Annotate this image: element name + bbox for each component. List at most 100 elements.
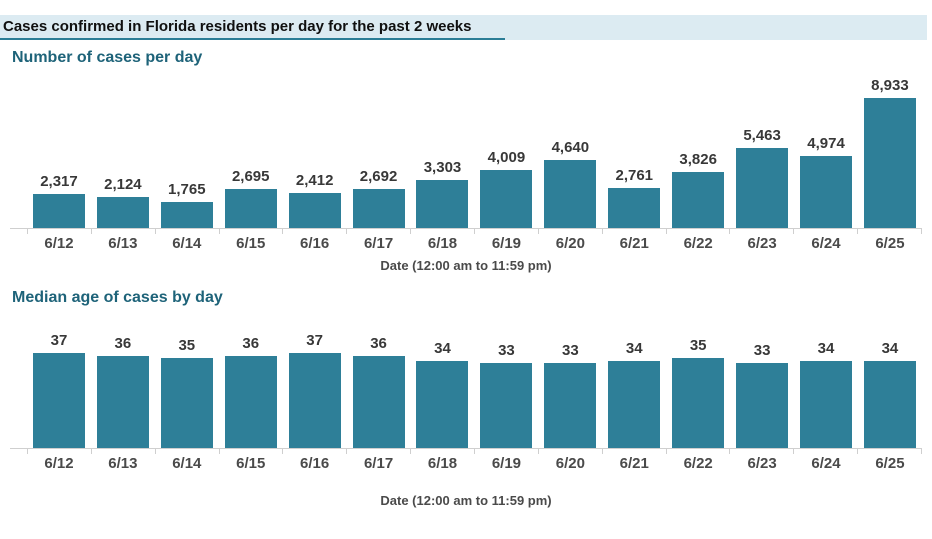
x-tick-label: 6/17 bbox=[363, 235, 394, 252]
chart-column: 36 bbox=[347, 308, 411, 448]
chart-column: 34 bbox=[411, 308, 475, 448]
title-underline bbox=[0, 38, 505, 40]
axis-tick bbox=[794, 229, 859, 234]
x-tick-label: 6/24 bbox=[811, 235, 841, 252]
x-tick-label: 6/17 bbox=[363, 455, 394, 472]
axis-tick bbox=[730, 229, 795, 234]
x-tick-label: 6/22 bbox=[683, 235, 713, 252]
bar bbox=[416, 361, 469, 448]
bar-value-label: 4,009 bbox=[487, 149, 526, 166]
chart2-x-tick-labels: 6/12 6/13 6/14 6/15 6/16 6/17 6/18 6/19 6/20 6/21… bbox=[10, 454, 922, 474]
x-tick-label: 6/15 bbox=[236, 455, 266, 472]
chart-column: 2,692 bbox=[347, 68, 411, 228]
chart-column: 3,826 bbox=[666, 68, 730, 228]
chart2-x-axis-title: Date (12:00 am to 11:59 pm) bbox=[380, 493, 552, 508]
axis-tick bbox=[603, 229, 667, 234]
bar-value-label: 1,765 bbox=[168, 181, 206, 198]
chart2-axis-line bbox=[10, 448, 923, 454]
bar bbox=[288, 353, 341, 448]
bar bbox=[480, 170, 533, 228]
bar-value-label: 37 bbox=[306, 332, 323, 349]
bar bbox=[96, 197, 149, 228]
axis-tick bbox=[92, 229, 156, 234]
axis-tick bbox=[156, 449, 220, 454]
bar-value-label: 2,124 bbox=[104, 176, 142, 193]
bar-value-label: 36 bbox=[242, 335, 260, 352]
bar bbox=[544, 160, 597, 228]
bar bbox=[32, 353, 85, 448]
bar-value-label: 2,692 bbox=[359, 168, 398, 185]
bar bbox=[800, 156, 853, 228]
bar-value-label: 34 bbox=[625, 340, 643, 357]
axis-tick bbox=[794, 449, 859, 454]
bar bbox=[736, 363, 789, 448]
axis-tick bbox=[858, 449, 923, 454]
x-tick-label: 6/15 bbox=[236, 235, 266, 252]
chart-column: 2,761 bbox=[602, 68, 666, 228]
x-tick-label: 6/19 bbox=[491, 455, 522, 472]
bar-value-label: 2,317 bbox=[40, 173, 78, 190]
axis-tick bbox=[539, 229, 603, 234]
chart2-title: Median age of cases by day bbox=[12, 289, 223, 306]
bar bbox=[736, 148, 789, 228]
x-tick-label: 6/23 bbox=[747, 455, 777, 472]
chart-column: 3,303 bbox=[411, 68, 475, 228]
x-tick-label: 6/16 bbox=[300, 455, 330, 472]
chart-column: 36 bbox=[91, 308, 155, 448]
axis-tick bbox=[347, 449, 412, 454]
chart1-axis-line bbox=[10, 228, 923, 234]
bar bbox=[608, 188, 661, 228]
bar-value-label: 34 bbox=[817, 340, 835, 357]
chart-column: 2,412 bbox=[283, 68, 347, 228]
bar bbox=[288, 193, 341, 228]
bar-value-label: 2,695 bbox=[231, 168, 270, 185]
chart-column: 2,124 bbox=[91, 68, 155, 228]
report-title: Cases confirmed in Florida residents per… bbox=[3, 18, 472, 35]
bar bbox=[96, 356, 149, 448]
x-tick-label: 6/14 bbox=[172, 455, 202, 472]
chart-column: 34 bbox=[858, 308, 922, 448]
bar-value-label: 3,826 bbox=[679, 151, 717, 168]
bars-row: 2,317 2,124 1,765 2,695 2,412 2,692 3,303 4,009… bbox=[10, 68, 922, 228]
axis-tick bbox=[411, 449, 476, 454]
bar bbox=[224, 189, 277, 228]
chart1-title: Number of cases per day bbox=[12, 49, 203, 66]
chart1-x-tick-labels: 6/12 6/13 6/14 6/15 6/16 6/17 6/18 6/19 6/20 6/21… bbox=[10, 234, 922, 254]
axis-tick bbox=[475, 229, 539, 234]
x-tick-label: 6/22 bbox=[683, 455, 713, 472]
axis-tick bbox=[539, 449, 603, 454]
chart-column: 37 bbox=[283, 308, 347, 448]
bar-value-label: 33 bbox=[753, 342, 771, 359]
axis-tick bbox=[220, 449, 284, 454]
bar-value-label: 35 bbox=[178, 337, 196, 354]
x-tick-label: 6/12 bbox=[44, 235, 74, 252]
x-tick-label: 6/23 bbox=[747, 235, 777, 252]
chart2-plot: 37 36 35 36 37 36 34 33 33 34 35 33 34 34 bbox=[10, 308, 922, 448]
x-tick-label: 6/13 bbox=[108, 235, 138, 252]
axis-tick bbox=[27, 229, 92, 234]
chart-column: 2,695 bbox=[219, 68, 283, 228]
axis-tick bbox=[347, 229, 412, 234]
x-tick-label: 6/14 bbox=[172, 235, 202, 252]
bar bbox=[160, 202, 213, 228]
chart-column: 4,640 bbox=[538, 68, 602, 228]
bar-value-label: 33 bbox=[561, 342, 579, 359]
x-tick-label: 6/19 bbox=[491, 235, 522, 252]
chart1-plot: 2,317 2,124 1,765 2,695 2,412 2,692 3,303 4,009… bbox=[10, 68, 922, 228]
bar-value-label: 5,463 bbox=[743, 127, 781, 144]
x-tick-label: 6/20 bbox=[555, 235, 585, 252]
axis-tick bbox=[667, 229, 731, 234]
report-title-bar: Cases confirmed in Florida residents per… bbox=[0, 15, 927, 40]
x-tick-label: 6/24 bbox=[811, 455, 841, 472]
bar-value-label: 35 bbox=[689, 337, 707, 354]
bar bbox=[416, 180, 469, 228]
bar-value-label: 34 bbox=[434, 340, 451, 357]
bar-value-label: 36 bbox=[114, 335, 132, 352]
bar bbox=[224, 356, 277, 448]
x-tick-label: 6/21 bbox=[619, 235, 649, 252]
x-tick-label: 6/21 bbox=[619, 455, 649, 472]
chart-column: 4,974 bbox=[794, 68, 858, 228]
chart-column: 4,009 bbox=[474, 68, 538, 228]
axis-tick bbox=[92, 449, 156, 454]
bar bbox=[608, 361, 661, 448]
